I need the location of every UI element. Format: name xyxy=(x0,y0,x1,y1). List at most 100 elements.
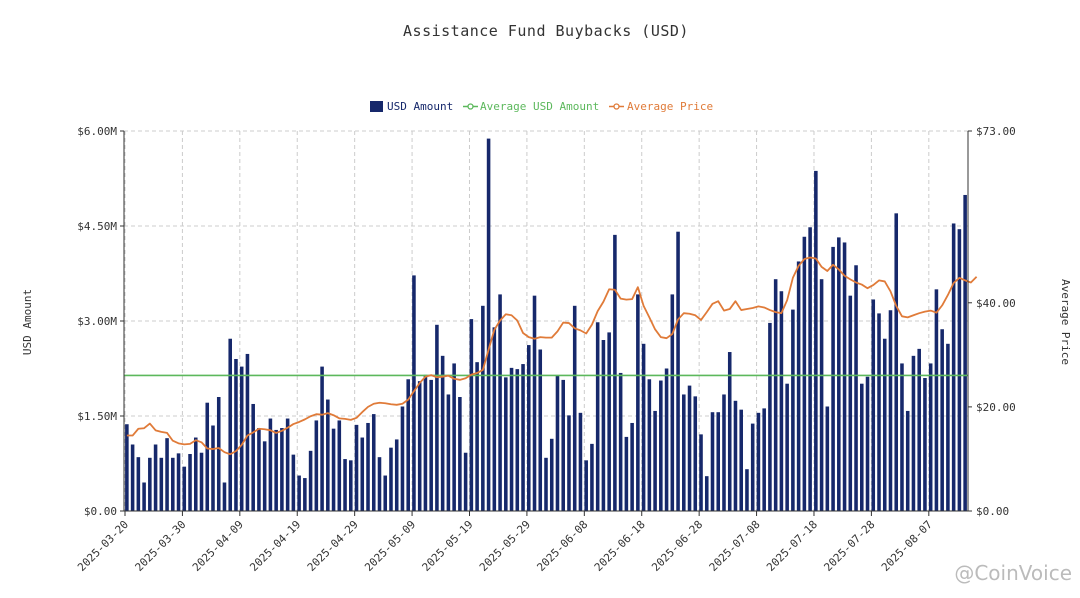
x-tick-label: 2025-08-07 xyxy=(879,518,935,574)
usd-amount-bar xyxy=(383,475,388,511)
usd-amount-bar xyxy=(584,460,588,511)
usd-amount-bar xyxy=(481,305,485,511)
usd-amount-bar xyxy=(280,428,284,511)
usd-amount-bar xyxy=(687,385,692,511)
usd-amount-bar xyxy=(463,452,468,511)
usd-amount-bar xyxy=(773,279,778,511)
usd-amount-bar xyxy=(779,291,784,511)
usd-amount-bar xyxy=(716,412,721,511)
usd-amount-bar xyxy=(486,138,491,511)
usd-amount-bar xyxy=(923,378,927,511)
x-tick-label: 2025-07-08 xyxy=(707,518,763,574)
usd-amount-bar xyxy=(733,400,738,511)
usd-amount-bar xyxy=(274,429,278,511)
usd-amount-bar xyxy=(176,453,181,511)
usd-amount-bar xyxy=(814,170,818,511)
usd-amount-bar xyxy=(337,420,342,511)
usd-amount-bar xyxy=(366,422,370,511)
x-axis-ticks: 2025-03-20 2025-03-30 2025-04-09 2025-04-19… xyxy=(75,511,935,574)
usd-amount-bar xyxy=(699,434,703,511)
usd-amount-bar xyxy=(435,324,439,511)
usd-amount-bar xyxy=(526,345,531,511)
usd-amount-bar xyxy=(417,381,422,511)
x-tick-label: 2025-05-19 xyxy=(420,518,476,574)
usd-amount-bar xyxy=(171,457,175,511)
usd-amount-bar xyxy=(636,294,640,511)
right-tick-label: $40.00 xyxy=(976,297,1016,310)
legend-item-average-usd-amount[interactable]: Average USD Amount xyxy=(463,100,599,113)
usd-amount-bar xyxy=(601,340,606,511)
usd-amount-bar xyxy=(452,363,456,511)
usd-amount-bar xyxy=(216,397,221,511)
legend-label-usd-amount: USD Amount xyxy=(387,100,453,113)
usd-amount-bar xyxy=(291,454,296,511)
usd-amount-bar xyxy=(262,441,267,511)
usd-amount-bar xyxy=(871,299,876,511)
usd-amount-bar xyxy=(911,355,916,511)
usd-amount-bar xyxy=(659,380,663,511)
usd-amount-bar xyxy=(205,402,210,511)
usd-amount-bar xyxy=(153,444,158,511)
usd-amount-bar xyxy=(469,319,474,511)
usd-amount-bar xyxy=(865,376,870,511)
usd-amount-bar xyxy=(802,236,807,511)
usd-amount-bar xyxy=(860,383,864,511)
usd-amount-bar xyxy=(142,482,146,511)
usd-amount-bar xyxy=(406,379,410,511)
usd-amount-bar xyxy=(314,420,319,511)
usd-amount-bar xyxy=(613,234,617,511)
usd-amount-bar xyxy=(928,363,933,511)
average-price-line xyxy=(126,256,978,456)
legend-swatch-usd-amount xyxy=(370,101,383,112)
usd-amount-bar xyxy=(808,227,812,511)
usd-amount-bar xyxy=(303,478,307,511)
usd-amount-bar xyxy=(228,338,232,511)
grid-lines xyxy=(124,130,968,512)
usd-amount-bar xyxy=(917,348,921,511)
usd-amount-bar xyxy=(354,424,359,511)
usd-amount-bar xyxy=(245,353,250,511)
x-tick-label: 2025-04-19 xyxy=(247,518,303,574)
usd-amount-bar xyxy=(722,394,726,511)
usd-amount-bar xyxy=(257,428,261,511)
usd-amount-bar xyxy=(682,394,686,511)
x-tick-label: 2025-06-28 xyxy=(649,518,705,574)
x-tick-label: 2025-04-29 xyxy=(305,518,361,574)
usd-amount-bar xyxy=(590,443,594,511)
usd-amount-bar xyxy=(371,414,376,511)
usd-amount-bar xyxy=(624,436,629,511)
usd-amount-bar xyxy=(762,408,766,511)
usd-amount-bar xyxy=(877,313,881,511)
usd-amount-bar xyxy=(957,229,962,511)
left-tick-label: $6.00M xyxy=(77,125,117,138)
usd-amount-bar xyxy=(567,415,571,511)
usd-amount-bar xyxy=(285,418,290,511)
usd-amount-bar xyxy=(905,410,910,511)
legend-item-usd-amount[interactable]: USD Amount xyxy=(370,100,453,113)
usd-amount-bar xyxy=(326,399,330,511)
left-tick-label: $0.00 xyxy=(84,505,117,518)
usd-amount-bar xyxy=(900,363,904,511)
usd-amount-bar xyxy=(607,332,611,511)
usd-amount-bar xyxy=(538,349,543,511)
usd-amount-bar xyxy=(796,261,801,511)
usd-amount-bar xyxy=(515,369,520,511)
x-tick-label: 2025-07-18 xyxy=(764,518,820,574)
right-tick-label: $20.00 xyxy=(976,401,1016,414)
usd-amount-bar xyxy=(182,466,187,511)
usd-amount-bar xyxy=(498,294,502,511)
legend[interactable]: USD Amount Average USD Amount Average Pr… xyxy=(370,100,713,113)
usd-amount-bar xyxy=(544,457,548,511)
usd-amount-bar xyxy=(268,418,273,511)
chart-title: Assistance Fund Buybacks (USD) xyxy=(403,22,689,40)
x-tick-label: 2025-03-30 xyxy=(133,518,189,574)
usd-amount-bar xyxy=(136,457,141,511)
usd-amount-bar xyxy=(549,438,554,511)
usd-amount-bar xyxy=(188,454,192,511)
usd-amount-bar xyxy=(756,412,761,511)
usd-amount-bar xyxy=(670,294,675,511)
legend-marker-average-price xyxy=(613,103,620,110)
usd-amount-bar xyxy=(239,366,244,511)
legend-item-average-price[interactable]: Average Price xyxy=(609,100,713,113)
usd-amount-bar xyxy=(653,410,657,511)
